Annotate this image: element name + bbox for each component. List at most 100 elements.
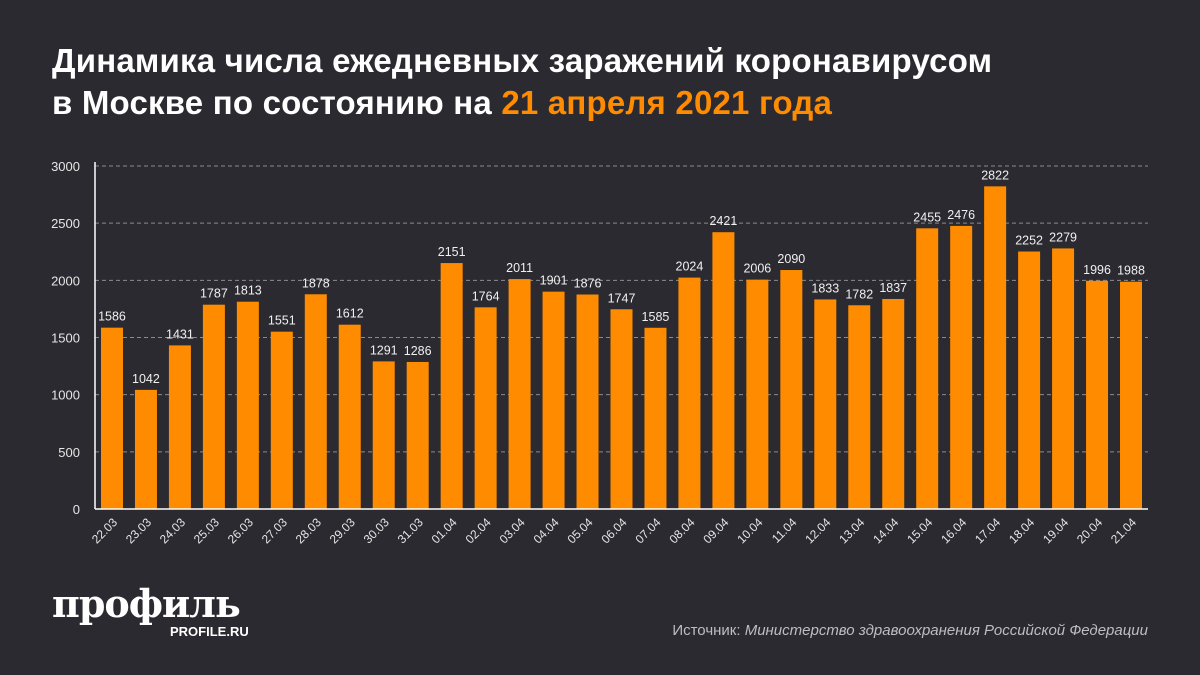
bar [950,225,973,510]
bar [542,291,565,509]
data-label: 1813 [234,284,262,298]
x-tick-label: 21.04 [1108,515,1139,546]
x-tick-label: 29.03 [327,515,358,546]
data-label: 1988 [1117,264,1145,278]
data-label: 1586 [98,310,126,324]
bar [134,389,157,509]
bar [202,304,225,509]
y-tick-label: 500 [58,445,80,460]
bar [644,327,667,509]
data-label: 2279 [1049,230,1077,244]
source-label: Источник: [672,622,745,639]
data-label: 1878 [302,276,330,290]
source-value: Министерство здравоохранения Российской … [744,622,1148,639]
title-date: 21 апреля 2021 года [501,84,833,121]
data-label: 1585 [642,310,670,324]
bar [610,309,633,509]
title-prefix: в Москве по состоянию на [52,84,502,121]
x-tick-label: 01.04 [429,515,460,546]
data-label: 1551 [268,314,296,328]
bar [712,232,735,509]
x-tick-label: 05.04 [565,515,596,546]
x-tick-label: 14.04 [870,515,901,546]
x-tick-label: 24.03 [157,515,188,546]
x-tick-label: 15.04 [904,515,935,546]
x-tick-label: 16.04 [938,515,969,546]
x-tick-label: 11.04 [769,515,800,546]
y-tick-label: 2000 [51,273,80,288]
x-tick-label: 06.04 [598,515,629,546]
x-tick-label: 07.04 [632,515,663,546]
data-label: 2822 [981,168,1009,182]
x-tick-label: 25.03 [191,515,222,546]
x-tick-label: 17.04 [972,515,1003,546]
bar [168,345,191,509]
x-tick-label: 04.04 [531,515,562,546]
bar [406,361,429,509]
x-tick-label: 12.04 [802,515,833,546]
bar [746,279,769,509]
bar [474,307,497,509]
y-tick-label: 0 [73,502,80,517]
data-label: 1042 [132,372,160,386]
source-note: Источник: Министерство здравоохранения Р… [672,622,1148,639]
data-label: 1747 [608,291,636,305]
data-label: 2006 [743,262,771,276]
x-tick-label: 30.03 [361,515,392,546]
bar [1086,280,1109,509]
x-tick-label: 02.04 [463,515,494,546]
x-tick-label: 03.04 [497,515,528,546]
x-tick-label: 09.04 [700,515,731,546]
data-label: 2252 [1015,234,1043,248]
chart-title: Динамика числа ежедневных заражений коро… [52,40,992,124]
bar [780,270,803,509]
data-label: 2476 [947,208,975,222]
data-label: 1837 [879,281,907,295]
y-tick-label: 1500 [51,331,80,346]
data-label: 2421 [709,214,737,228]
bar [1018,251,1041,509]
y-tick-label: 1000 [51,388,80,403]
x-tick-label: 10.04 [734,515,765,546]
bar [678,277,701,509]
data-label: 2024 [676,260,704,274]
y-tick-label: 2500 [51,216,80,231]
profile-logo: профиль [52,581,241,626]
bar [100,327,123,509]
bar [372,361,395,509]
bar [576,294,599,509]
data-label: 1782 [845,287,873,301]
bar [338,324,361,509]
data-label: 1286 [404,344,432,358]
bar [236,301,259,509]
bar [916,228,939,510]
x-tick-label: 22.03 [89,515,120,546]
x-tick-label: 27.03 [259,515,290,546]
bar [984,186,1007,510]
data-label: 1431 [166,327,194,341]
data-label: 1876 [574,277,602,291]
bar [848,305,871,509]
data-label: 2011 [506,261,533,275]
x-tick-label: 18.04 [1006,515,1037,546]
x-tick-label: 23.03 [123,515,154,546]
profile-logo-sub: PROFILE.RU [170,624,249,639]
data-label: 2455 [913,210,941,224]
bar [304,294,327,509]
data-label: 1901 [540,274,568,288]
x-tick-label: 31.03 [395,515,426,546]
y-tick-label: 3000 [51,159,80,174]
data-label: 1291 [370,343,398,357]
data-label: 1612 [336,307,364,321]
bar [1120,281,1143,509]
bar [508,279,531,509]
x-tick-label: 08.04 [666,515,697,546]
title-line-1: Динамика числа ежедневных заражений коро… [52,42,993,79]
data-label: 2151 [438,245,466,259]
x-tick-label: 13.04 [836,515,867,546]
x-tick-label: 26.03 [225,515,256,546]
data-label: 1833 [811,281,839,295]
x-tick-label: 20.04 [1074,515,1105,546]
bar [270,331,293,509]
